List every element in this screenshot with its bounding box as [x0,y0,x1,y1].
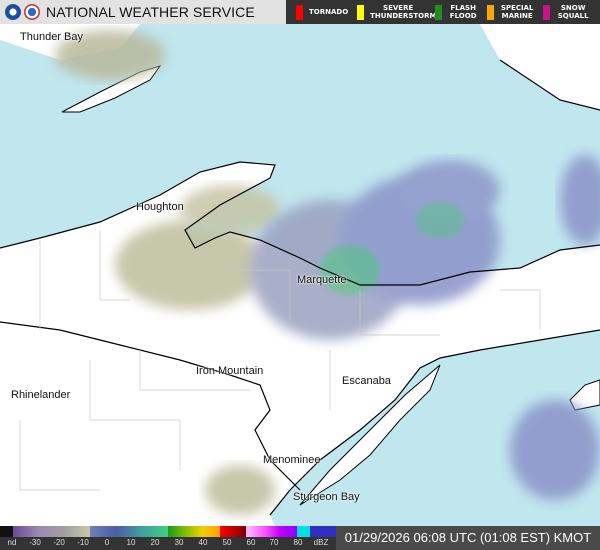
tick-label: 80 [293,538,303,547]
tick-label: -20 [53,538,65,547]
warning-special-marine: SPECIAL MARINE [487,4,534,20]
snow-squall-swatch [543,4,551,20]
tick-label: nd [7,538,17,547]
warning-flash-flood: FLASH FLOOD [435,4,478,20]
warning-tornado: TORNADO [296,4,349,20]
warning-severe-thunderstorm: SEVERE THUNDERSTORM [357,4,437,20]
header: NATIONAL WEATHER SERVICE TORNADO SEVERE … [0,0,600,24]
warning-legend: TORNADO SEVERE THUNDERSTORM FLASH FLOOD … [286,0,600,24]
city-label: Iron Mountain [196,365,264,377]
city-label: Houghton [136,201,184,213]
city-label: Thunder Bay [20,31,83,43]
flash-flood-label: FLASH FLOOD [449,4,477,20]
boundaries [0,59,600,516]
special-marine-swatch [487,4,495,20]
tornado-swatch [296,4,303,20]
reflectivity-color-bar [0,526,336,537]
city-label: Escanaba [342,375,391,387]
county-lines [19,230,541,491]
tick-label: 50 [222,538,232,547]
city-label: Sturgeon Bay [293,491,360,503]
severe-thunderstorm-label: SEVERE THUNDERSTORM [370,4,437,20]
special-marine-label: SPECIAL MARINE [500,4,534,20]
tick-label: 60 [246,538,256,547]
tick-label: 20 [150,538,160,547]
tick-label: -30 [29,538,41,547]
tick-label: dBZ [313,538,329,547]
reflectivity-tick-labels: nd -30 -20 -10 0 10 20 30 40 50 60 70 80… [0,538,336,550]
city-label: Menominee [263,454,321,466]
reflectivity-legend: nd -30 -20 -10 0 10 20 30 40 50 60 70 80… [0,526,336,550]
header-branding: NATIONAL WEATHER SERVICE [0,0,286,24]
warning-snow-squall: SNOW SQUALL [543,4,590,20]
snow-squall-label: SNOW SQUALL [557,4,589,20]
page-title: NATIONAL WEATHER SERVICE [46,4,255,20]
door-peninsula [299,364,441,506]
isle-royale [61,65,162,113]
noaa-logo-icon [5,4,21,20]
tick-label: 40 [198,538,208,547]
flash-flood-swatch [435,4,443,20]
tick-label: 70 [269,538,279,547]
radar-echoes [55,30,600,515]
tick-label: 30 [174,538,184,547]
tick-label: 10 [126,538,136,547]
timestamp: 01/29/2026 06:08 UTC (01:08 EST) KMOT [336,526,600,550]
city-label: Rhinelander [11,389,71,401]
city-label: Marquette [297,274,347,286]
tick-label: 0 [104,538,110,547]
severe-thunderstorm-swatch [357,4,365,20]
nws-logo-icon [24,4,40,20]
tick-label: -10 [77,538,89,547]
tornado-label: TORNADO [309,8,349,16]
